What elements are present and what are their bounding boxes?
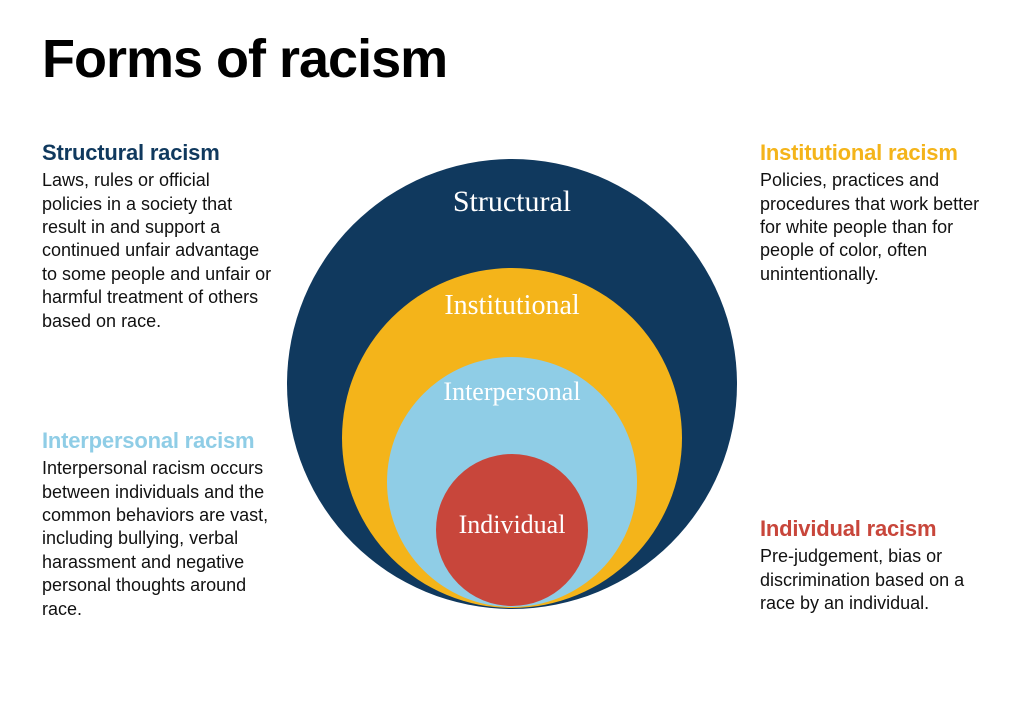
ring-label-institutional: Institutional (444, 290, 579, 322)
desc-institutional: Institutional racism Policies, practices… (760, 140, 984, 286)
desc-interpersonal-body: Interpersonal racism occurs between indi… (42, 457, 274, 621)
ring-label-individual: Individual (459, 510, 566, 540)
desc-institutional-body: Policies, practices and procedures that … (760, 169, 984, 286)
desc-institutional-heading: Institutional racism (760, 140, 984, 165)
desc-interpersonal-heading: Interpersonal racism (42, 428, 274, 453)
desc-interpersonal: Interpersonal racism Interpersonal racis… (42, 428, 274, 621)
desc-structural-heading: Structural racism (42, 140, 274, 165)
desc-individual-body: Pre-judgement, bias or discrimination ba… (760, 545, 984, 615)
desc-individual-heading: Individual racism (760, 516, 984, 541)
desc-structural: Structural racism Laws, rules or officia… (42, 140, 274, 333)
desc-structural-body: Laws, rules or official policies in a so… (42, 169, 274, 333)
ring-label-structural: Structural (453, 185, 571, 219)
page-title: Forms of racism (42, 28, 447, 90)
ring-label-interpersonal: Interpersonal (443, 377, 580, 407)
ring-individual: Individual (436, 454, 588, 606)
desc-individual: Individual racism Pre-judgement, bias or… (760, 516, 984, 615)
